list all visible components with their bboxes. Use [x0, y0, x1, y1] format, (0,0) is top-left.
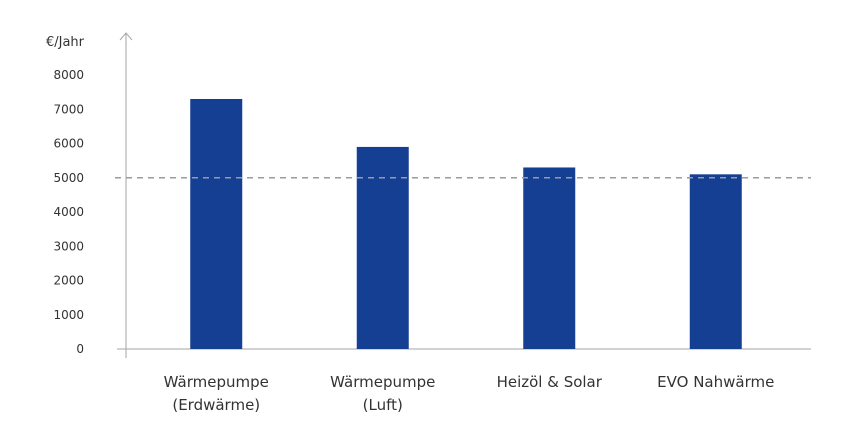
x-category-label: Heizöl & Solar: [497, 373, 603, 391]
y-tick-label: 5000: [53, 171, 84, 185]
y-tick-label: 6000: [53, 137, 84, 151]
y-tick-label: 2000: [53, 274, 84, 288]
x-category-label: Wärmepumpe (Luft): [330, 373, 435, 414]
bars: [190, 98, 742, 349]
y-tick-label: 1000: [53, 308, 84, 322]
y-tick-label: 4000: [53, 205, 84, 219]
bar: [523, 167, 576, 349]
x-category-labels: Wärmepumpe (Erdwärme) Wärmepumpe (Luft) Heiz…: [164, 373, 775, 414]
bar: [689, 174, 742, 349]
y-tick-label: 0: [76, 342, 84, 356]
y-axis-arrow-icon: [119, 32, 133, 41]
bar: [190, 98, 243, 349]
y-tick-label: 8000: [53, 68, 84, 82]
x-category-label: EVO Nahwärme: [657, 373, 774, 391]
y-tick-label: 7000: [53, 102, 84, 116]
y-tick-label: 3000: [53, 239, 84, 253]
y-axis-unit-label: €/Jahr: [46, 35, 85, 50]
x-category-label: Wärmepumpe (Erdwärme): [164, 373, 269, 414]
y-tick-labels: 0 1000 2000 3000 4000 5000 6000 7000 8000: [53, 68, 84, 356]
bar: [356, 146, 409, 349]
